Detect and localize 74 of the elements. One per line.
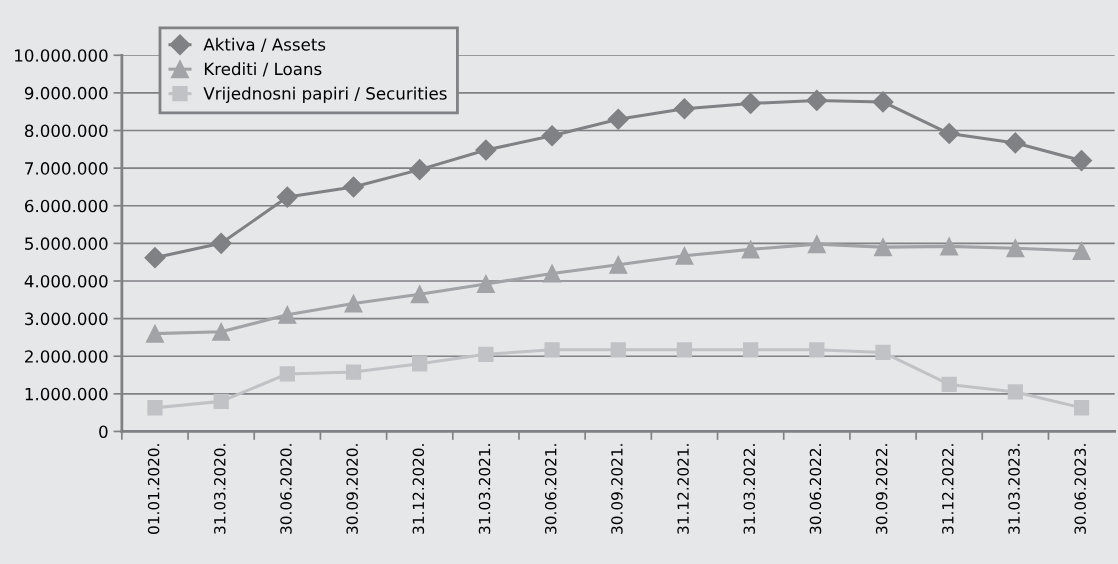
y-tick-label: 9.000.000 [24, 86, 108, 100]
point [806, 89, 828, 111]
x-tick-label: 30.06.2022. [809, 444, 822, 534]
point [344, 294, 363, 313]
point [212, 322, 231, 341]
point [1072, 241, 1091, 260]
x-tick-label: 30.09.2022. [875, 444, 888, 534]
y-tick-label: 8.000.000 [24, 124, 108, 138]
x-tick-label: 31.03.2020. [214, 444, 226, 534]
point [873, 238, 893, 257]
x-tick-label: 30.09.2020. [346, 444, 358, 534]
point [475, 139, 497, 161]
y-tick-label: 0 [99, 425, 108, 439]
point [409, 159, 431, 181]
x-tick-label: 31.12.2020. [412, 444, 425, 534]
y-tick-label: 10.000.000 [15, 49, 108, 62]
point [476, 274, 495, 294]
point [875, 344, 891, 361]
point [412, 356, 428, 372]
y-tick-label: 6.000.000 [25, 199, 108, 213]
point [938, 123, 960, 145]
x-tick-label: 30.06.2021. [544, 444, 557, 534]
y-tick-label: 2.000.000 [25, 350, 108, 363]
point [676, 342, 693, 358]
x-tick-label: 30.06.2020. [280, 444, 292, 534]
point [541, 125, 563, 147]
point [147, 400, 163, 416]
point [1071, 150, 1093, 172]
point [145, 324, 164, 343]
x-tick-label: 31.03.2022. [743, 444, 756, 534]
y-tick-label: 4.000.000 [24, 274, 108, 288]
point [941, 376, 957, 393]
point [342, 176, 365, 198]
point [741, 240, 760, 259]
point [410, 285, 429, 304]
x-tick-label: 31.03.2021. [478, 444, 491, 534]
point [609, 255, 628, 274]
point [1073, 400, 1090, 416]
point [279, 366, 295, 382]
point [1004, 132, 1026, 154]
point [872, 91, 894, 113]
point [940, 237, 959, 256]
point [1006, 239, 1025, 258]
x-tick-label: 31.12.2021. [677, 444, 689, 534]
y-tick-label: 3.000.000 [25, 312, 108, 326]
point [544, 342, 560, 358]
point [809, 342, 825, 358]
point [345, 364, 362, 380]
point [144, 247, 166, 269]
legend-label: Aktiva / Assets [203, 37, 326, 53]
point [742, 342, 759, 358]
point [543, 264, 562, 283]
legend-label: Vrijednosni papiri / Securities [203, 86, 447, 103]
point [610, 342, 626, 358]
x-tick-label: 31.03.2023. [1008, 444, 1020, 534]
point [478, 346, 494, 362]
point [1007, 384, 1024, 400]
x-tick-label: 31.12.2022. [942, 444, 954, 534]
y-tick-label: 5.000.000 [25, 237, 108, 250]
x-tick-label: 30.06.2023. [1074, 444, 1086, 534]
x-tick-label: 30.09.2021. [611, 444, 623, 534]
point [213, 393, 229, 410]
point [210, 232, 232, 254]
point [276, 186, 298, 208]
point [675, 246, 694, 265]
point [673, 98, 695, 120]
y-tick-label: 1.000.000 [25, 387, 108, 401]
y-tick-label: 7.000.000 [25, 162, 108, 175]
point [740, 92, 762, 114]
legend-label: Krediti / Loans [204, 62, 322, 77]
point [278, 305, 297, 324]
point [607, 108, 629, 130]
x-tick-label: 01.01.2020. [147, 444, 160, 534]
point [807, 235, 826, 254]
